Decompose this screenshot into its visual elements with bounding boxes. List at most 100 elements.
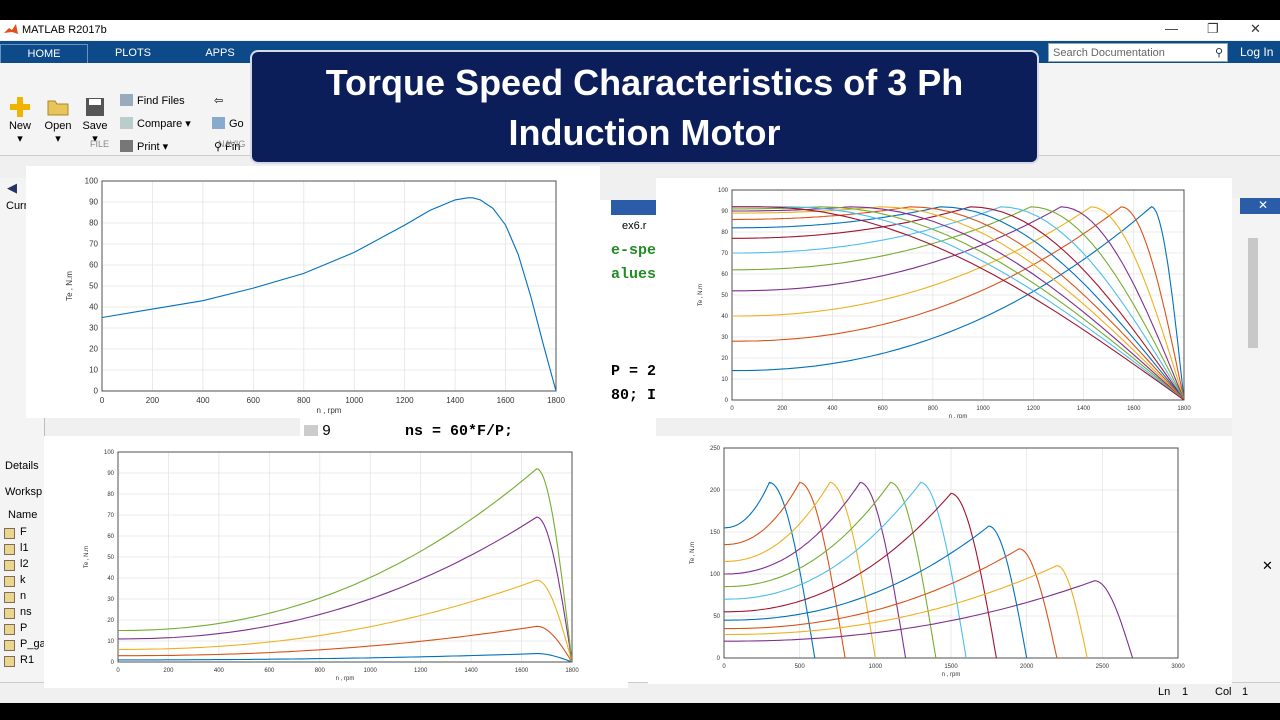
x-tick-label: 1400: [1077, 406, 1091, 412]
close-icon[interactable]: ✕: [1250, 21, 1261, 36]
code-line: P = 2: [611, 363, 657, 380]
list-item[interactable]: P: [4, 622, 44, 636]
series-line: [118, 625, 572, 662]
breakpoint-gutter[interactable]: [304, 425, 318, 437]
series-line: [732, 206, 1184, 400]
y-tick-label: 70: [89, 240, 98, 249]
find-files-button[interactable]: Find Files: [120, 94, 185, 107]
list-item[interactable]: R1: [4, 654, 44, 668]
y-axis-label: Te , N.m: [698, 284, 704, 306]
list-item[interactable]: F: [4, 526, 44, 540]
open-button[interactable]: Open ▾: [41, 96, 75, 145]
x-tick-label: 800: [315, 668, 326, 674]
series-line: [732, 206, 1184, 400]
x-axis-label: n , rpm: [336, 676, 355, 682]
series-line: [732, 206, 1184, 400]
x-tick-label: 200: [163, 668, 174, 674]
series-line: [118, 653, 572, 662]
workspace-label[interactable]: Worksp: [5, 486, 43, 498]
panel-titlebar: [1240, 198, 1280, 214]
variable-name: ns: [20, 606, 32, 618]
list-item[interactable]: l2: [4, 558, 44, 572]
variable-icon: [4, 608, 15, 619]
nav-back-icon[interactable]: ◀: [7, 180, 17, 195]
y-tick-label: 30: [721, 335, 728, 341]
y-tick-label: 150: [710, 530, 721, 536]
list-item[interactable]: n: [4, 590, 44, 604]
banner-title-line1: Torque Speed Characteristics of 3 Ph: [325, 62, 964, 103]
series-line: [724, 481, 876, 658]
tab-apps[interactable]: APPS: [205, 47, 235, 59]
code-line: e-spe: [611, 242, 657, 259]
variable-name: k: [20, 574, 26, 586]
torque-speed-plot-2: 0 200 400 600 800 1000 1200 1400 1600 1800 0 10 20 30…: [698, 188, 1191, 420]
new-button[interactable]: New ▾: [3, 96, 37, 145]
series-line: [724, 481, 907, 658]
print-button[interactable]: Print ▾: [120, 140, 168, 153]
window-title: MATLAB R2017b: [22, 24, 107, 36]
current-folder-label: Curr: [6, 200, 28, 212]
x-tick-label: 1000: [345, 396, 363, 405]
maximize-icon[interactable]: ❐: [1207, 21, 1219, 36]
y-tick-label: 90: [721, 209, 728, 215]
search-input[interactable]: Search Documentation ⚲: [1048, 43, 1228, 62]
variable-name: P: [20, 622, 28, 634]
series-line: [724, 481, 846, 658]
plus-icon: [9, 96, 31, 118]
compare-button[interactable]: Compare ▾: [120, 117, 191, 130]
line-label: Ln: [1158, 686, 1171, 698]
tab-plots[interactable]: PLOTS: [114, 47, 152, 59]
y-axis-label: Te , N.m: [65, 271, 74, 301]
x-tick-label: 1600: [1127, 406, 1141, 412]
search-icon[interactable]: ⚲: [1214, 47, 1223, 59]
name-column-header[interactable]: Name: [8, 509, 38, 521]
series-line: [118, 516, 572, 662]
y-tick-label: 20: [107, 618, 114, 624]
list-item[interactable]: ns: [4, 606, 44, 620]
x-axis-label: n , rpm: [942, 672, 961, 678]
list-item[interactable]: l1: [4, 542, 44, 556]
login-link[interactable]: Log In: [1240, 45, 1274, 59]
save-button[interactable]: Save ▾: [78, 96, 112, 145]
y-tick-label: 10: [89, 366, 98, 375]
y-tick-label: 60: [107, 534, 114, 540]
x-tick-label: 200: [777, 406, 788, 412]
go-button[interactable]: Go: [212, 117, 244, 130]
group-file-label: FILE: [90, 139, 110, 149]
figure-2: 0 200 400 600 800 1000 1200 1400 1600 1800 0 10 20 30…: [656, 178, 1232, 420]
code-line: alues: [611, 266, 657, 283]
details-label[interactable]: Details: [5, 460, 39, 472]
close-panel-icon[interactable]: ✕: [1258, 198, 1269, 212]
x-tick-label: 800: [297, 396, 311, 405]
y-tick-label: 100: [718, 188, 729, 194]
variable-name: F: [20, 526, 27, 538]
banner-title-line2: Induction Motor: [508, 112, 781, 153]
variable-icon: [4, 544, 15, 555]
y-tick-label: 50: [89, 282, 98, 291]
x-tick-label: 1000: [869, 664, 883, 670]
y-tick-label: 80: [107, 492, 114, 498]
variable-icon: [4, 592, 15, 603]
variable-icon: [4, 640, 15, 651]
x-tick-label: 800: [928, 406, 939, 412]
x-tick-label: 600: [878, 406, 889, 412]
list-item[interactable]: P_ga: [4, 638, 46, 652]
y-tick-label: 60: [721, 272, 728, 278]
series-line: [724, 492, 997, 658]
tab-home[interactable]: HOME: [0, 44, 88, 64]
x-tick-label: 400: [196, 396, 210, 405]
column-value: 1: [1242, 686, 1249, 698]
axes-box: [723, 447, 1179, 659]
torque-speed-plot-1: 0 200 400 600 800 1000 1200 1400 1600 1800 0 10 20 30…: [65, 177, 565, 415]
scrollbar[interactable]: [1248, 238, 1258, 348]
find-button[interactable]: ⚲ Fin: [214, 141, 241, 153]
series-line: [118, 468, 572, 662]
minimize-icon[interactable]: —: [1165, 21, 1178, 36]
list-item[interactable]: k: [4, 574, 44, 588]
editor-tab[interactable]: ex6.r: [622, 220, 647, 232]
matlab-logo-icon: [4, 24, 18, 39]
close-icon[interactable]: ✕: [1262, 558, 1273, 573]
back-icon[interactable]: ⇦: [214, 95, 224, 107]
x-tick-label: 1800: [1177, 406, 1191, 412]
y-tick-label: 80: [721, 230, 728, 236]
